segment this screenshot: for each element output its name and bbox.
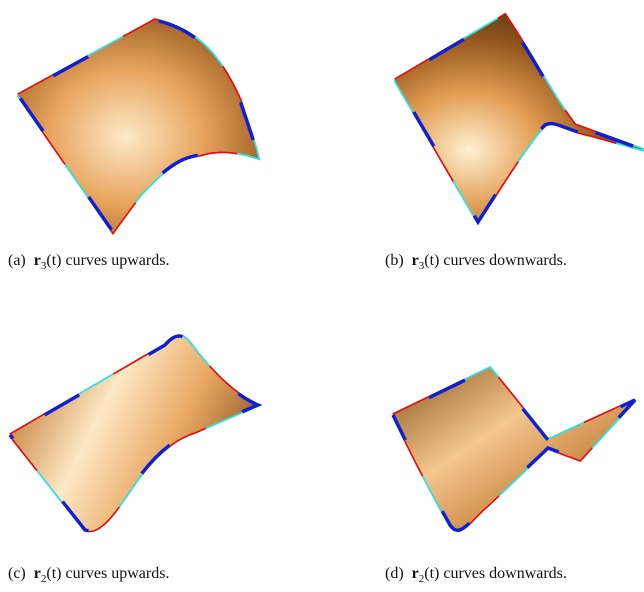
caption-argument: (t)	[46, 565, 61, 582]
caption: (b)r3(t) curves downwards.	[385, 252, 567, 272]
caption-argument: (t)	[424, 252, 439, 269]
caption-label: (c)	[8, 565, 26, 582]
caption-text: curves upwards.	[65, 252, 169, 269]
boundary-curves	[10, 15, 644, 531]
caption-argument: (t)	[46, 252, 61, 269]
caption-symbol: r	[412, 252, 419, 269]
caption-symbol: r	[34, 565, 41, 582]
caption-text: curves upwards.	[65, 565, 169, 582]
caption-text: curves downwards.	[443, 252, 567, 269]
figure-page: (a)r3(t) curves upwards. (b)r3(t) curves…	[0, 0, 644, 592]
caption: (c)r2(t) curves upwards.	[8, 565, 169, 585]
caption-label: (a)	[8, 252, 26, 269]
caption: (a)r3(t) curves upwards.	[8, 252, 169, 272]
caption-symbol: r	[412, 565, 419, 582]
caption-text: curves downwards.	[443, 565, 567, 582]
surface-renderings	[0, 0, 644, 592]
caption-label: (d)	[385, 565, 404, 582]
caption: (d)r2(t) curves downwards.	[385, 565, 567, 585]
caption-argument: (t)	[424, 565, 439, 582]
caption-label: (b)	[385, 252, 404, 269]
caption-symbol: r	[34, 252, 41, 269]
